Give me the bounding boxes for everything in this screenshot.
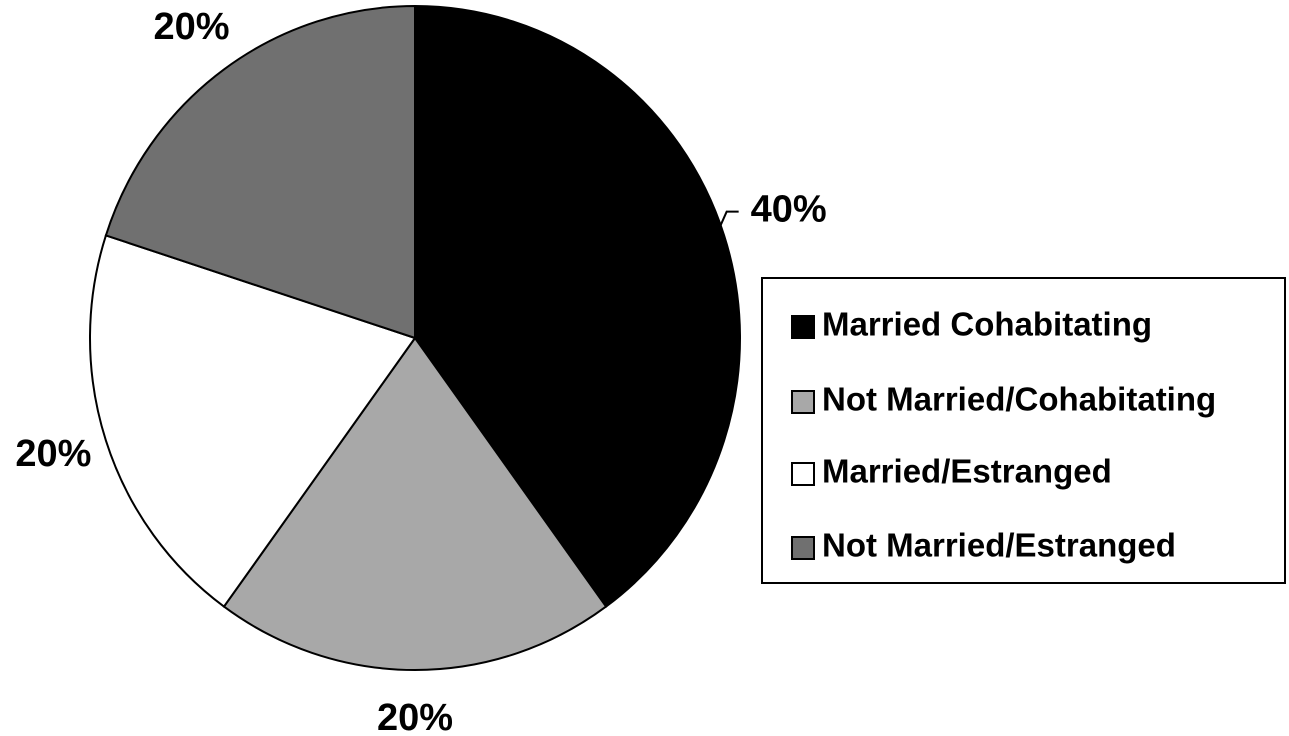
legend-box [761, 277, 1286, 584]
legend-label: Not Married/Estranged [822, 527, 1176, 564]
legend-label: Not Married/Cohabitating [822, 381, 1216, 418]
pie-slice [89, 234, 417, 609]
pie-slice [414, 4, 741, 609]
legend-swatch [791, 390, 815, 414]
legend-swatch [791, 315, 815, 339]
legend-swatch [791, 536, 815, 560]
leader-line [717, 210, 739, 231]
data-label: 40% [751, 189, 827, 231]
pie-slice [222, 336, 608, 671]
data-label: 20% [15, 433, 91, 475]
legend-label: Married Cohabitating [822, 306, 1152, 343]
data-label: 20% [153, 6, 229, 48]
legend-swatch [791, 462, 815, 486]
data-label: 20% [377, 697, 453, 736]
legend-label: Married/Estranged [822, 453, 1112, 490]
pie-slice [104, 4, 416, 340]
